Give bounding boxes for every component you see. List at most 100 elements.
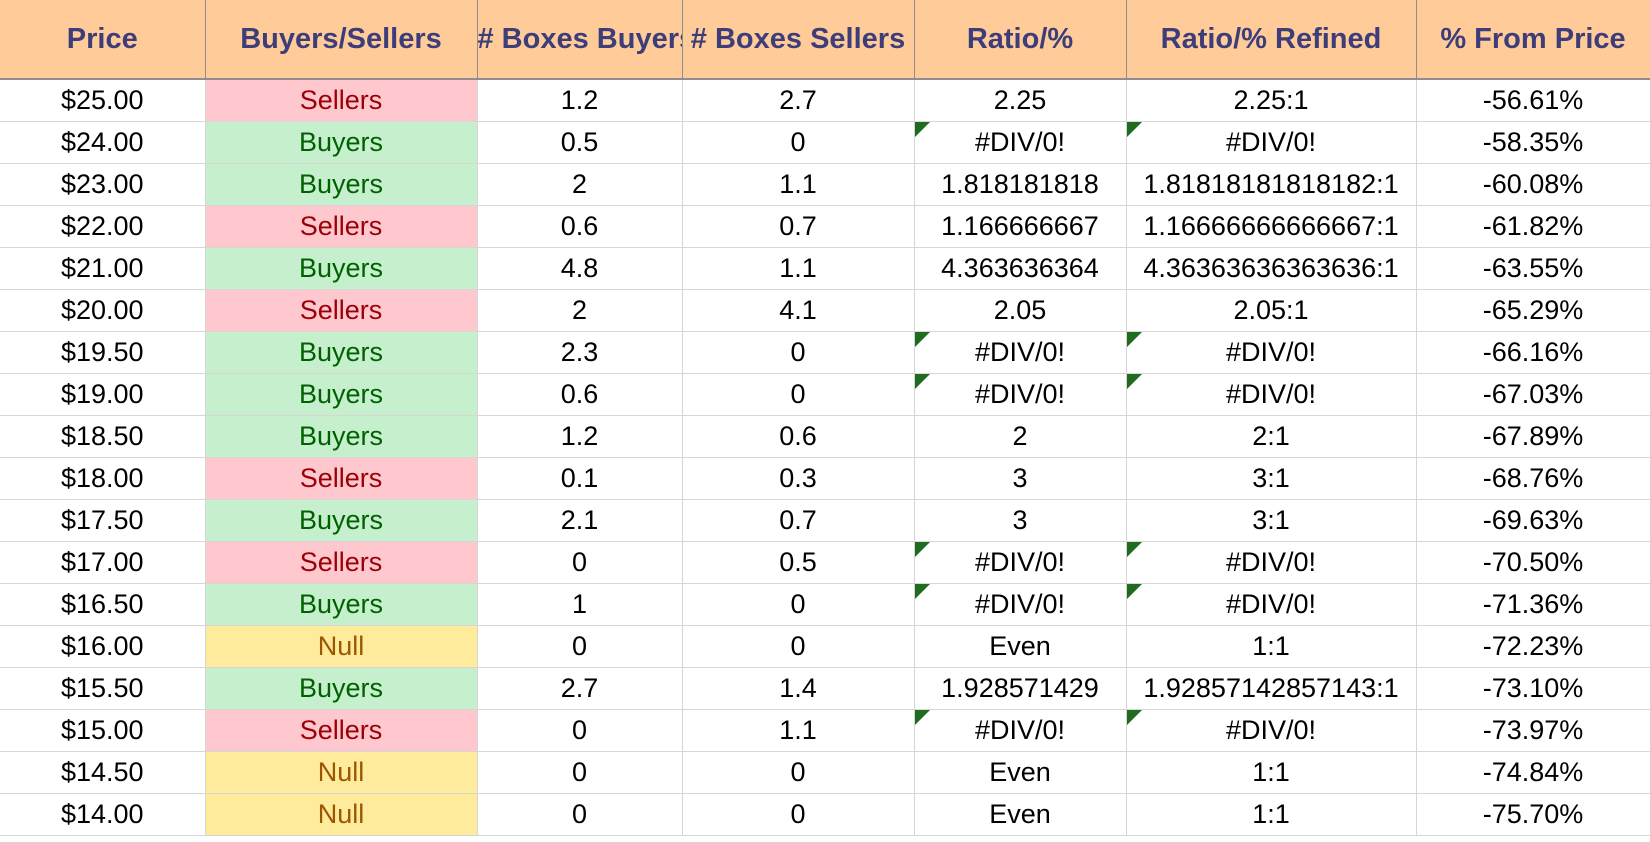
header-buyers-sellers[interactable]: Buyers/Sellers xyxy=(205,0,478,80)
price-cell[interactable]: $20.00 xyxy=(0,289,206,332)
from-price-cell[interactable]: -56.61% xyxy=(1416,79,1650,122)
error-indicator-icon[interactable] xyxy=(914,374,930,389)
ratio-refined-cell[interactable]: 1:1 xyxy=(1126,625,1417,668)
buyers-sellers-cell[interactable]: Buyers xyxy=(205,667,478,710)
boxes-sellers-cell[interactable]: 2.7 xyxy=(682,79,915,122)
from-price-cell[interactable]: -71.36% xyxy=(1416,583,1650,626)
ratio-refined-cell[interactable]: #DIV/0! xyxy=(1126,541,1417,584)
error-indicator-icon[interactable] xyxy=(914,584,930,599)
boxes-buyers-cell[interactable]: 2 xyxy=(477,163,683,206)
boxes-buyers-cell[interactable]: 0 xyxy=(477,793,683,836)
ratio-cell[interactable]: 3 xyxy=(914,499,1127,542)
buyers-sellers-cell[interactable]: Buyers xyxy=(205,373,478,416)
ratio-cell[interactable]: 2 xyxy=(914,415,1127,458)
boxes-buyers-cell[interactable]: 1 xyxy=(477,583,683,626)
ratio-refined-cell[interactable]: 2.25:1 xyxy=(1126,79,1417,122)
from-price-cell[interactable]: -70.50% xyxy=(1416,541,1650,584)
from-price-cell[interactable]: -66.16% xyxy=(1416,331,1650,374)
buyers-sellers-cell[interactable]: Buyers xyxy=(205,121,478,164)
boxes-buyers-cell[interactable]: 0.6 xyxy=(477,205,683,248)
header-ratio[interactable]: Ratio/% xyxy=(914,0,1127,80)
price-cell[interactable]: $23.00 xyxy=(0,163,206,206)
buyers-sellers-cell[interactable]: Null xyxy=(205,793,478,836)
price-cell[interactable]: $18.00 xyxy=(0,457,206,500)
price-cell[interactable]: $14.50 xyxy=(0,751,206,794)
ratio-cell[interactable]: 2.05 xyxy=(914,289,1127,332)
from-price-cell[interactable]: -72.23% xyxy=(1416,625,1650,668)
ratio-cell[interactable]: Even xyxy=(914,751,1127,794)
ratio-refined-cell[interactable]: 1.92857142857143:1 xyxy=(1126,667,1417,710)
ratio-cell[interactable]: #DIV/0! xyxy=(914,583,1127,626)
boxes-buyers-cell[interactable]: 0.5 xyxy=(477,121,683,164)
ratio-refined-cell[interactable]: 1:1 xyxy=(1126,793,1417,836)
boxes-buyers-cell[interactable]: 0 xyxy=(477,541,683,584)
from-price-cell[interactable]: -75.70% xyxy=(1416,793,1650,836)
boxes-buyers-cell[interactable]: 0.6 xyxy=(477,373,683,416)
boxes-sellers-cell[interactable]: 0.7 xyxy=(682,499,915,542)
error-indicator-icon[interactable] xyxy=(1126,374,1142,389)
price-cell[interactable]: $17.00 xyxy=(0,541,206,584)
ratio-cell[interactable]: 1.928571429 xyxy=(914,667,1127,710)
price-cell[interactable]: $22.00 xyxy=(0,205,206,248)
boxes-sellers-cell[interactable]: 0 xyxy=(682,751,915,794)
buyers-sellers-cell[interactable]: Sellers xyxy=(205,709,478,752)
buyers-sellers-cell[interactable]: Buyers xyxy=(205,163,478,206)
buyers-sellers-cell[interactable]: Sellers xyxy=(205,457,478,500)
from-price-cell[interactable]: -63.55% xyxy=(1416,247,1650,290)
boxes-buyers-cell[interactable]: 1.2 xyxy=(477,79,683,122)
price-cell[interactable]: $17.50 xyxy=(0,499,206,542)
boxes-sellers-cell[interactable]: 1.1 xyxy=(682,163,915,206)
price-cell[interactable]: $15.00 xyxy=(0,709,206,752)
price-cell[interactable]: $15.50 xyxy=(0,667,206,710)
price-cell[interactable]: $19.50 xyxy=(0,331,206,374)
error-indicator-icon[interactable] xyxy=(914,122,930,137)
ratio-cell[interactable]: #DIV/0! xyxy=(914,121,1127,164)
from-price-cell[interactable]: -67.89% xyxy=(1416,415,1650,458)
from-price-cell[interactable]: -58.35% xyxy=(1416,121,1650,164)
price-cell[interactable]: $25.00 xyxy=(0,79,206,122)
ratio-cell[interactable]: 2.25 xyxy=(914,79,1127,122)
ratio-refined-cell[interactable]: #DIV/0! xyxy=(1126,331,1417,374)
boxes-sellers-cell[interactable]: 1.1 xyxy=(682,709,915,752)
ratio-cell[interactable]: Even xyxy=(914,793,1127,836)
ratio-refined-cell[interactable]: #DIV/0! xyxy=(1126,373,1417,416)
ratio-cell[interactable]: 3 xyxy=(914,457,1127,500)
buyers-sellers-cell[interactable]: Buyers xyxy=(205,499,478,542)
ratio-refined-cell[interactable]: 1:1 xyxy=(1126,751,1417,794)
ratio-cell[interactable]: 4.363636364 xyxy=(914,247,1127,290)
from-price-cell[interactable]: -65.29% xyxy=(1416,289,1650,332)
boxes-buyers-cell[interactable]: 2 xyxy=(477,289,683,332)
boxes-sellers-cell[interactable]: 0 xyxy=(682,793,915,836)
price-cell[interactable]: $18.50 xyxy=(0,415,206,458)
ratio-cell[interactable]: 1.818181818 xyxy=(914,163,1127,206)
ratio-refined-cell[interactable]: 2.05:1 xyxy=(1126,289,1417,332)
price-cell[interactable]: $21.00 xyxy=(0,247,206,290)
ratio-refined-cell[interactable]: #DIV/0! xyxy=(1126,583,1417,626)
boxes-sellers-cell[interactable]: 0 xyxy=(682,625,915,668)
ratio-refined-cell[interactable]: 3:1 xyxy=(1126,499,1417,542)
boxes-sellers-cell[interactable]: 0.7 xyxy=(682,205,915,248)
ratio-refined-cell[interactable]: #DIV/0! xyxy=(1126,121,1417,164)
ratio-cell[interactable]: #DIV/0! xyxy=(914,373,1127,416)
from-price-cell[interactable]: -68.76% xyxy=(1416,457,1650,500)
buyers-sellers-cell[interactable]: Sellers xyxy=(205,79,478,122)
buyers-sellers-cell[interactable]: Buyers xyxy=(205,247,478,290)
boxes-sellers-cell[interactable]: 0 xyxy=(682,583,915,626)
error-indicator-icon[interactable] xyxy=(914,332,930,347)
boxes-sellers-cell[interactable]: 0 xyxy=(682,121,915,164)
buyers-sellers-cell[interactable]: Sellers xyxy=(205,205,478,248)
error-indicator-icon[interactable] xyxy=(1126,584,1142,599)
from-price-cell[interactable]: -73.10% xyxy=(1416,667,1650,710)
error-indicator-icon[interactable] xyxy=(1126,332,1142,347)
ratio-refined-cell[interactable]: 4.36363636363636:1 xyxy=(1126,247,1417,290)
boxes-sellers-cell[interactable]: 1.1 xyxy=(682,247,915,290)
price-cell[interactable]: $19.00 xyxy=(0,373,206,416)
ratio-cell[interactable]: #DIV/0! xyxy=(914,709,1127,752)
price-cell[interactable]: $16.00 xyxy=(0,625,206,668)
from-price-cell[interactable]: -60.08% xyxy=(1416,163,1650,206)
boxes-sellers-cell[interactable]: 0.6 xyxy=(682,415,915,458)
ratio-cell[interactable]: Even xyxy=(914,625,1127,668)
from-price-cell[interactable]: -74.84% xyxy=(1416,751,1650,794)
error-indicator-icon[interactable] xyxy=(914,710,930,725)
boxes-buyers-cell[interactable]: 4.8 xyxy=(477,247,683,290)
